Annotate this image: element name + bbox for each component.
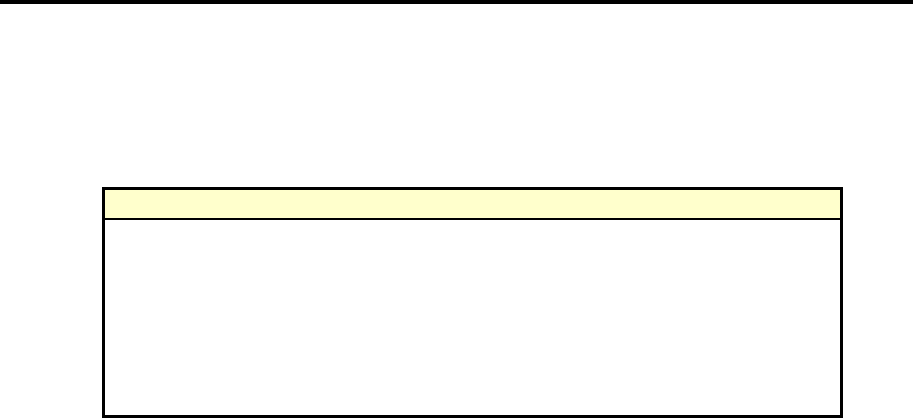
table-cell [639, 332, 842, 361]
table-cell [429, 276, 640, 305]
table-row [104, 360, 842, 390]
table-cell [310, 246, 430, 277]
table-row [104, 276, 842, 305]
table-cell [639, 360, 842, 390]
header-cell-4 [639, 188, 842, 220]
table-cell [310, 389, 430, 417]
table-row [104, 389, 842, 417]
table-cell [310, 304, 430, 333]
table-row [103, 218, 842, 333]
table-cell [310, 360, 430, 390]
table-cell [310, 218, 430, 247]
group2-label-cell [103, 332, 311, 417]
header-cell-2 [310, 188, 430, 220]
header-cell-1 [103, 188, 311, 220]
table-cell [310, 332, 430, 361]
table-cell [310, 276, 430, 305]
table-cell [429, 332, 640, 361]
table-cell-merged [429, 304, 842, 333]
table-cell [639, 276, 842, 305]
table-header-row [103, 188, 842, 220]
table-cell [639, 246, 842, 277]
table-row [104, 246, 842, 277]
group1-label-cell [103, 218, 311, 333]
table-cell [429, 218, 640, 247]
table-row [103, 332, 842, 417]
table-cell [429, 246, 640, 277]
table-cell [429, 360, 640, 390]
header-cell-3 [429, 188, 640, 220]
table-row [104, 304, 842, 333]
table-cell-merged [429, 389, 842, 417]
document-table [102, 187, 843, 418]
table-cell [639, 218, 842, 247]
page-top-edge [0, 0, 913, 4]
